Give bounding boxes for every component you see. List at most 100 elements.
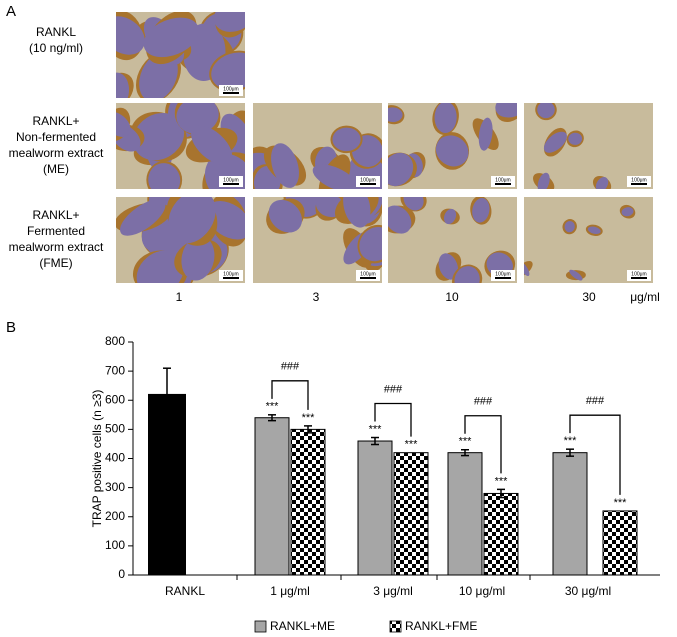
osteoclast — [332, 127, 361, 152]
column-label: 10 — [445, 290, 459, 304]
x-tick-label: RANKL — [165, 584, 205, 598]
osteoclast — [168, 197, 216, 244]
y-tick-label: 800 — [105, 334, 125, 348]
scale-bar-label: 100μm — [495, 177, 510, 183]
group-annotation: ### — [474, 396, 493, 408]
osteoclast — [543, 131, 567, 153]
osteoclast — [564, 221, 575, 233]
y-axis-label: TRAP positive cells (n ≥3) — [90, 390, 104, 528]
bar — [290, 428, 326, 576]
row-label: (10 ng/ml) — [29, 41, 83, 55]
osteoclast — [271, 143, 299, 188]
scale-bar-bg — [356, 270, 380, 281]
bar — [148, 393, 186, 576]
scale-bar-bg — [491, 176, 515, 187]
osteoclast — [213, 12, 245, 32]
micrograph: 100μm — [116, 12, 245, 98]
osteoclast — [537, 103, 555, 119]
row-label: RANKL+ — [32, 208, 79, 222]
osteoclast — [181, 235, 215, 281]
row-label: mealworm extract — [9, 240, 104, 254]
y-tick-label: 100 — [105, 538, 125, 552]
osteoclast — [568, 132, 583, 145]
micrograph-content — [388, 103, 517, 189]
significance: *** — [405, 439, 419, 451]
row-label: (ME) — [43, 162, 69, 176]
x-tick-label: 30 μg/ml — [565, 584, 611, 598]
micrograph: 100μm — [524, 197, 653, 283]
micrograph: 100μm — [116, 197, 245, 283]
scale-bar-bg — [219, 85, 243, 96]
significance: *** — [266, 401, 280, 413]
osteoclast — [537, 172, 550, 189]
y-tick-label: 600 — [105, 392, 125, 406]
bar — [447, 452, 483, 576]
column-label: 3 — [313, 290, 320, 304]
osteoclast — [120, 199, 166, 236]
significance-bracket — [271, 380, 309, 410]
scale-bar-bg — [627, 270, 651, 281]
osteoclast — [176, 103, 219, 134]
micrograph: 100μm — [116, 103, 245, 189]
osteoclast — [621, 207, 634, 217]
significance-bracket — [464, 415, 502, 474]
micrograph-content — [388, 197, 517, 283]
osteoclast — [438, 253, 459, 280]
y-tick-label: 200 — [105, 509, 125, 523]
significance: *** — [495, 475, 509, 487]
significance: *** — [302, 412, 316, 424]
osteoclast — [191, 125, 233, 165]
micrograph: 100μm — [388, 103, 517, 189]
scale-bar-bg — [356, 176, 380, 187]
scale-bar-label: 100μm — [631, 271, 646, 277]
unit-label: μg/ml — [630, 290, 660, 304]
micrograph-content — [116, 197, 245, 283]
bar — [602, 510, 638, 576]
row-label: Fermented — [27, 224, 85, 238]
legend-swatch — [254, 620, 267, 633]
significance: *** — [369, 423, 383, 435]
y-tick-label: 0 — [118, 567, 125, 581]
panel-label: A — [6, 3, 16, 20]
group-annotation: ### — [384, 383, 403, 395]
group-annotation: ### — [586, 395, 605, 407]
column-label: 30 — [582, 290, 596, 304]
osteoclast — [595, 177, 609, 189]
micrograph-content — [524, 197, 653, 283]
legend-swatch — [389, 620, 402, 633]
micrograph: 100μm — [253, 103, 382, 189]
row-label: RANKL — [36, 25, 76, 39]
osteoclast — [472, 198, 490, 223]
significance: *** — [564, 435, 578, 447]
osteoclast — [133, 113, 185, 161]
bar — [357, 440, 393, 576]
significance-bracket — [569, 414, 621, 495]
bar — [552, 452, 588, 576]
osteoclast — [454, 266, 480, 283]
scale-bar-bg — [219, 270, 243, 281]
row-label: RANKL+ — [32, 114, 79, 128]
x-tick-label: 1 μg/ml — [270, 584, 310, 598]
bar — [254, 417, 290, 576]
osteoclast — [148, 163, 181, 189]
scale-bar-label: 100μm — [223, 86, 238, 92]
scale-bar-label: 100μm — [360, 177, 375, 183]
micrograph-content — [116, 103, 245, 189]
y-tick-label: 700 — [105, 363, 125, 377]
osteoclast — [268, 199, 302, 233]
osteoclast — [139, 51, 178, 98]
micrograph-content — [116, 12, 245, 98]
group-annotation: ### — [281, 361, 300, 373]
osteoclast — [495, 103, 517, 118]
scale-bar-bg — [627, 176, 651, 187]
micrograph-content — [253, 197, 382, 283]
scale-bar-label: 100μm — [223, 271, 238, 277]
x-tick-label: 10 μg/ml — [459, 584, 505, 598]
y-tick-label: 400 — [105, 451, 125, 465]
legend-label: RANKL+FME — [405, 619, 477, 633]
scale-bar-label: 100μm — [360, 271, 375, 277]
osteoclast — [587, 226, 601, 235]
scale-bar-label: 100μm — [495, 271, 510, 277]
y-tick-label: 500 — [105, 422, 125, 436]
column-label: 1 — [176, 290, 183, 304]
